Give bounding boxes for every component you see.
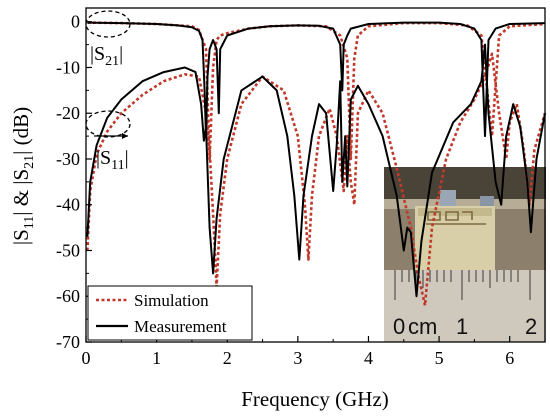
legend-box [87, 285, 253, 341]
s21-label-sub: 21 [105, 54, 119, 69]
x-tick-label-2: 2 [223, 348, 232, 368]
s11-label: |S11| [96, 147, 129, 173]
plot-series [86, 21, 547, 307]
s21-label: |S21| [90, 43, 123, 69]
s21-label-part-1: |S [90, 43, 105, 65]
y-axis-title-sub-1: 11 [22, 216, 37, 229]
y-tick-label-5: -50 [56, 240, 80, 260]
x-tick-label-4: 4 [364, 348, 373, 368]
y-tick-label-6: -60 [56, 286, 80, 306]
x-tick-label-0: 0 [82, 348, 91, 368]
inset-photo: 0 cm 1 2 [384, 167, 546, 342]
x-tick-label-5: 5 [435, 348, 444, 368]
s11-label-sub: 11 [111, 158, 124, 173]
ruler-label-0: 0 [393, 314, 405, 339]
s11-label-part-1: |S [96, 147, 111, 169]
x-tick-label-6: 6 [505, 348, 514, 368]
x-tick-label-1: 1 [152, 348, 161, 368]
ruler-label-1: 1 [456, 314, 468, 339]
x-tick-label-3: 3 [293, 348, 302, 368]
series-simulation-s11 [86, 52, 547, 307]
x-axis-title: Frequency (GHz) [241, 387, 389, 411]
ruler-label-2: 2 [525, 314, 537, 339]
axis-tick-labels: 0 1 2 3 4 5 6 0 -10 -20 -30 -40 -50 -60 -70 [56, 12, 514, 368]
y-tick-label-4: -40 [56, 195, 80, 215]
y-tick-label-1: -10 [56, 57, 80, 77]
y-axis-title-part-2: | & |S [9, 169, 33, 216]
y-axis-title: |S11| & |S21| (dB) [9, 107, 37, 245]
series-measurement-s21 [87, 21, 546, 138]
s21-label-part-2: | [119, 43, 123, 65]
y-axis-title-part-3: | (dB) [9, 107, 33, 155]
ruler-label-cm: cm [408, 314, 437, 339]
y-axis-title-sub-2: 21 [22, 155, 37, 169]
y-tick-label-3: -30 [56, 149, 80, 169]
legend-simulation-label: Simulation [134, 291, 209, 310]
s21-annotation: |S21| [85, 10, 131, 69]
legend: Simulation Measurement [87, 285, 253, 341]
s11-label-part-2: | [125, 147, 129, 169]
s11-annotation: |S11| [85, 110, 131, 173]
plot-frame [85, 7, 546, 343]
y-tick-label-7: -70 [56, 332, 80, 352]
y-tick-label-0: 0 [71, 12, 80, 32]
y-tick-label-2: -20 [56, 103, 80, 123]
series-measurement-s11 [86, 43, 546, 298]
legend-measurement-label: Measurement [134, 317, 227, 336]
y-axis-title-part-1: |S [9, 229, 33, 245]
